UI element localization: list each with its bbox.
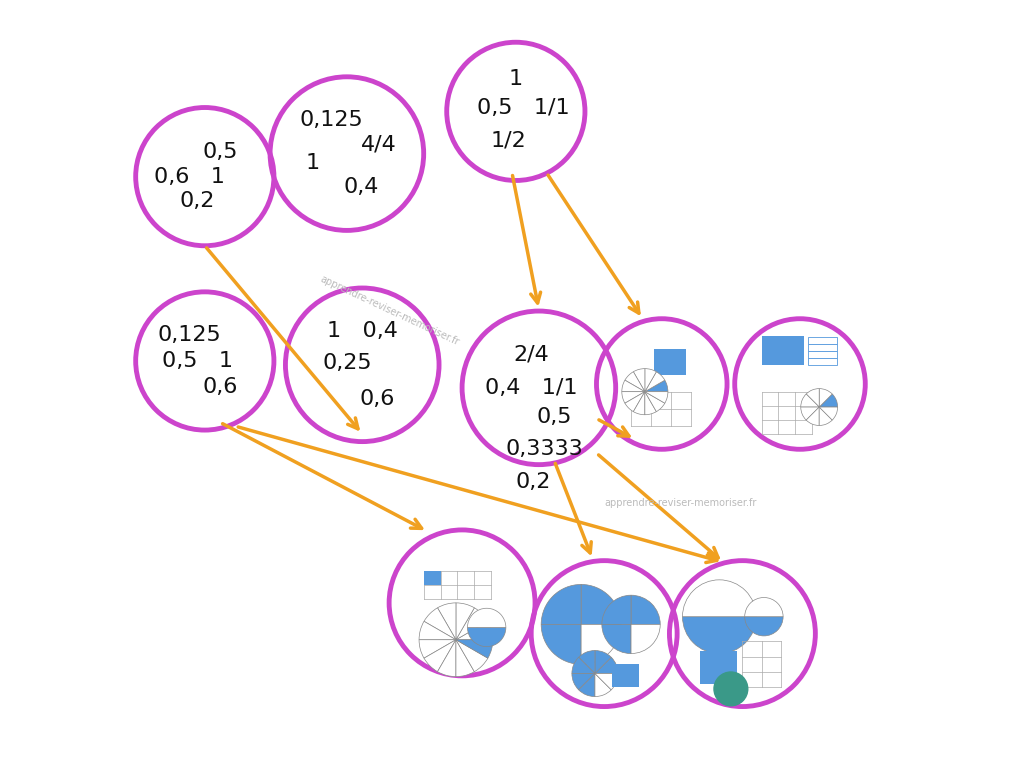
Wedge shape: [456, 640, 487, 672]
Text: 0,2: 0,2: [515, 472, 551, 492]
Wedge shape: [806, 407, 819, 425]
Wedge shape: [437, 640, 456, 677]
Wedge shape: [595, 657, 618, 674]
Wedge shape: [744, 598, 783, 617]
Wedge shape: [456, 603, 474, 640]
Bar: [424, 571, 440, 585]
Wedge shape: [571, 674, 595, 690]
Bar: [654, 349, 686, 375]
Wedge shape: [424, 607, 456, 640]
Text: 0,6   1: 0,6 1: [154, 167, 225, 187]
Text: 0,3333: 0,3333: [506, 439, 583, 459]
Wedge shape: [456, 640, 493, 658]
Text: 1: 1: [509, 69, 523, 89]
Wedge shape: [579, 650, 595, 674]
Wedge shape: [541, 624, 582, 664]
Wedge shape: [622, 392, 645, 403]
Wedge shape: [631, 595, 660, 624]
Wedge shape: [595, 674, 618, 690]
Wedge shape: [819, 389, 833, 407]
Wedge shape: [582, 584, 621, 624]
Bar: [808, 337, 837, 344]
Wedge shape: [419, 640, 456, 658]
Bar: [700, 651, 737, 684]
Wedge shape: [571, 657, 595, 674]
Text: 0,6: 0,6: [203, 377, 238, 397]
Text: 0,5   1: 0,5 1: [162, 351, 232, 371]
Wedge shape: [645, 392, 656, 415]
Bar: [808, 351, 837, 358]
Text: apprendre-reviser-memoriser.fr: apprendre-reviser-memoriser.fr: [605, 498, 757, 508]
Wedge shape: [467, 608, 506, 627]
Text: 0,6: 0,6: [359, 389, 395, 409]
Wedge shape: [645, 369, 656, 392]
Text: 0,125: 0,125: [300, 110, 364, 130]
Wedge shape: [819, 394, 838, 407]
Wedge shape: [622, 380, 645, 392]
Wedge shape: [424, 640, 456, 672]
Wedge shape: [602, 624, 631, 654]
Text: 0,5: 0,5: [537, 407, 572, 427]
Wedge shape: [595, 674, 611, 697]
Text: 1/2: 1/2: [490, 131, 526, 151]
Wedge shape: [456, 621, 493, 640]
Wedge shape: [541, 584, 582, 624]
Text: 1: 1: [306, 153, 321, 173]
Wedge shape: [419, 621, 456, 640]
Wedge shape: [579, 674, 595, 697]
Wedge shape: [744, 617, 783, 636]
Wedge shape: [625, 372, 645, 392]
Wedge shape: [625, 392, 645, 412]
Wedge shape: [645, 392, 665, 412]
Wedge shape: [631, 624, 660, 654]
Wedge shape: [437, 603, 456, 640]
Wedge shape: [819, 407, 833, 425]
Wedge shape: [456, 640, 474, 677]
Bar: [762, 336, 804, 365]
Bar: [808, 344, 837, 351]
Text: 4/4: 4/4: [361, 134, 397, 154]
Wedge shape: [456, 607, 487, 640]
Wedge shape: [819, 407, 838, 420]
Wedge shape: [806, 389, 819, 407]
Text: 2/4: 2/4: [513, 344, 549, 364]
Text: 0,4: 0,4: [343, 177, 379, 197]
Text: 0,5: 0,5: [203, 142, 238, 162]
Text: 0,5   1/1: 0,5 1/1: [477, 98, 569, 118]
Wedge shape: [645, 392, 668, 403]
Wedge shape: [645, 372, 665, 392]
Text: 0,25: 0,25: [323, 353, 372, 373]
Text: 1   0,4: 1 0,4: [327, 321, 397, 341]
Wedge shape: [633, 392, 645, 415]
Wedge shape: [801, 394, 819, 407]
Circle shape: [714, 672, 748, 706]
Wedge shape: [595, 650, 611, 674]
Bar: [612, 664, 639, 687]
Wedge shape: [602, 595, 631, 624]
Text: 0,4   1/1: 0,4 1/1: [485, 378, 578, 398]
Bar: [808, 358, 837, 365]
Text: 0,2: 0,2: [179, 191, 215, 211]
Text: 0,125: 0,125: [158, 325, 221, 345]
Wedge shape: [582, 624, 621, 664]
Wedge shape: [801, 407, 819, 420]
Wedge shape: [633, 369, 645, 392]
Text: apprendre-reviser-memoriser.fr: apprendre-reviser-memoriser.fr: [318, 274, 460, 348]
Wedge shape: [682, 617, 756, 654]
Wedge shape: [682, 580, 756, 617]
Wedge shape: [645, 380, 668, 392]
Wedge shape: [467, 627, 506, 647]
